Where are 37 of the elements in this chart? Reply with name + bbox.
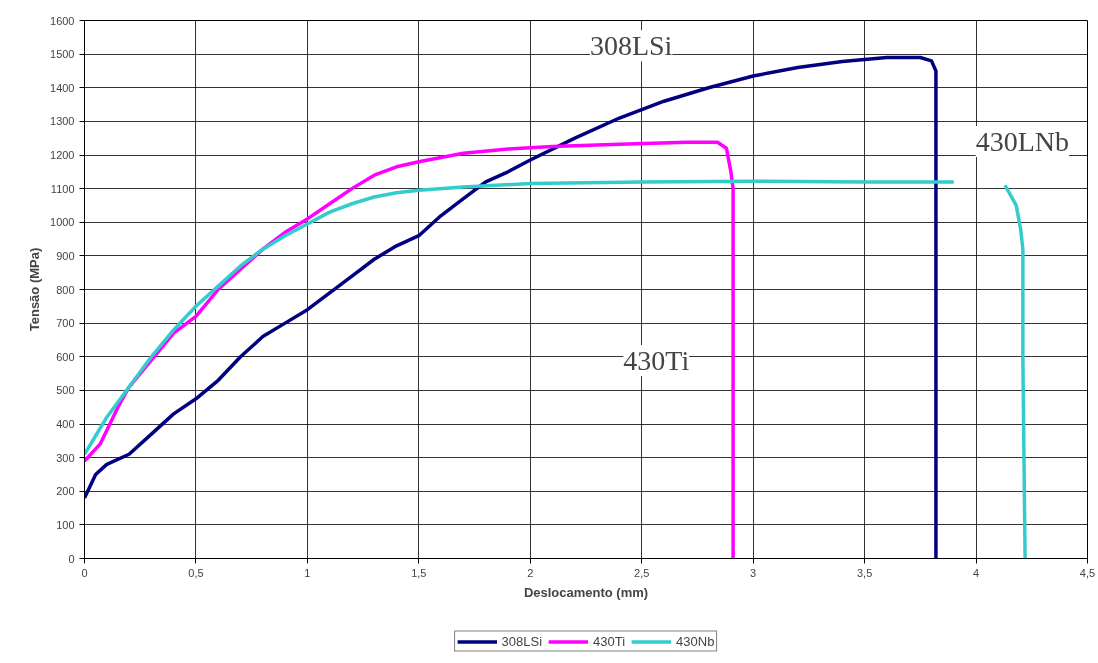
x-tick-label: 2 [527,566,534,579]
x-tick-label: 3 [750,566,757,579]
legend-label: 308LSi [501,633,543,649]
y-axis-title: Tensão (MPa) [27,247,43,332]
x-tick-label: 1 [304,566,311,579]
annotation: 430Ti [623,345,690,377]
y-tick-label: 100 [56,518,75,531]
y-tick-label: 500 [56,384,75,397]
y-tick-label: 300 [56,451,75,464]
y-tick-label: 800 [56,283,75,296]
annotation: 430LNb [975,126,1069,158]
y-tick-label: 700 [56,317,75,330]
x-tick-label: 0,5 [188,566,204,579]
y-tick-label: 1400 [50,81,75,94]
line-series [84,140,735,559]
x-tick-label: 3,5 [856,566,873,579]
x-tick-label: 4,5 [1079,566,1096,579]
legend-label: 430Ti [593,633,626,649]
y-tick-label: 1600 [50,14,75,27]
y-tick-label: 400 [56,418,75,430]
y-tick-label: 1000 [50,216,75,229]
x-tick-label: 2,5 [634,566,650,579]
y-tick-label: 1100 [50,182,75,195]
y-tick-label: 1200 [50,149,75,161]
y-tick-label: 0 [68,552,75,565]
y-tick-label: 1500 [50,48,75,61]
x-tick-label: 1,5 [411,566,427,579]
y-tick-label: 200 [56,485,75,498]
x-tick-label: 4 [973,566,980,579]
legend-label: 430Nb [676,633,715,649]
y-tick-label: 1300 [50,115,75,128]
x-tick-label: 0 [81,566,88,579]
y-tick-label: 900 [56,249,75,262]
line-series [84,55,938,559]
y-tick-label: 600 [56,350,75,363]
annotation: 308LSi [589,30,673,62]
x-axis-title: Deslocamento (mm) [523,584,649,600]
